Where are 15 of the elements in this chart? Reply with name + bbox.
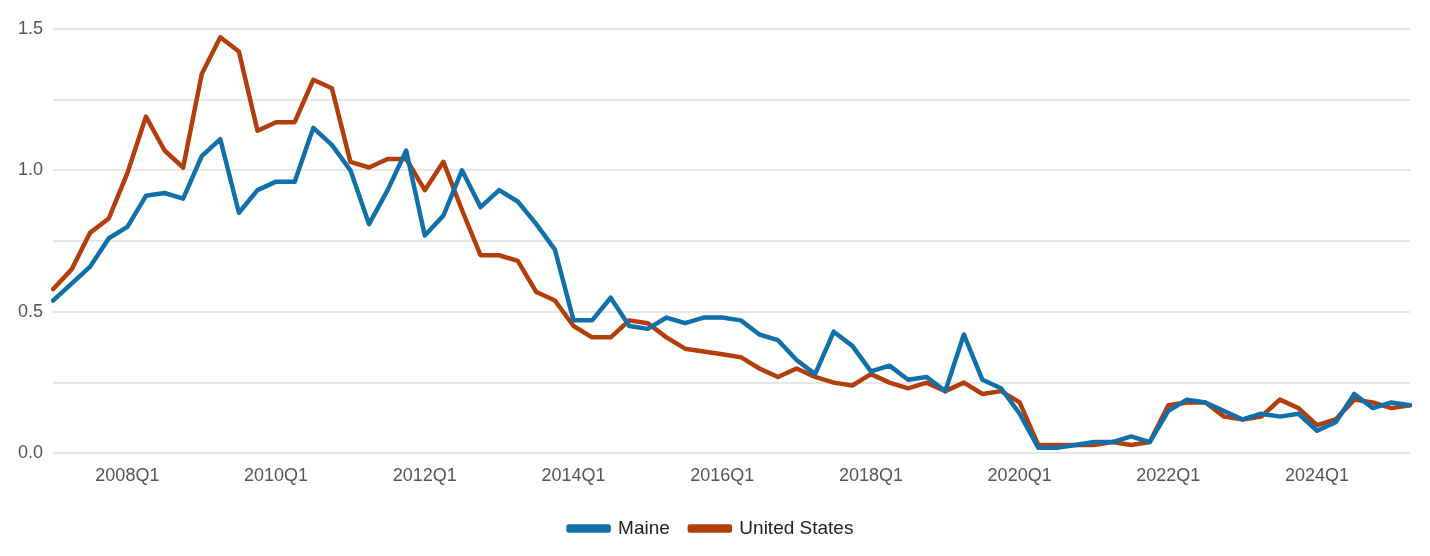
y-tick-label: 1.5: [17, 17, 44, 38]
x-tick-label: 2010Q1: [244, 465, 309, 486]
x-tick-label: 2014Q1: [541, 465, 606, 486]
x-tick-label: 2024Q1: [1285, 465, 1350, 486]
x-tick-label: 2022Q1: [1136, 465, 1201, 486]
y-tick-label: 0.5: [17, 300, 44, 321]
y-tick-label: 0.0: [17, 442, 44, 463]
legend-label: United States: [739, 516, 854, 538]
x-tick-label: 2020Q1: [987, 465, 1052, 486]
x-tick-label: 2012Q1: [392, 465, 457, 486]
x-tick-label: 2008Q1: [95, 465, 160, 486]
y-tick-label: 1.0: [17, 159, 44, 180]
x-tick-label: 2018Q1: [838, 465, 903, 486]
legend-label: Maine: [618, 516, 670, 538]
x-tick-label: 2016Q1: [690, 465, 755, 486]
